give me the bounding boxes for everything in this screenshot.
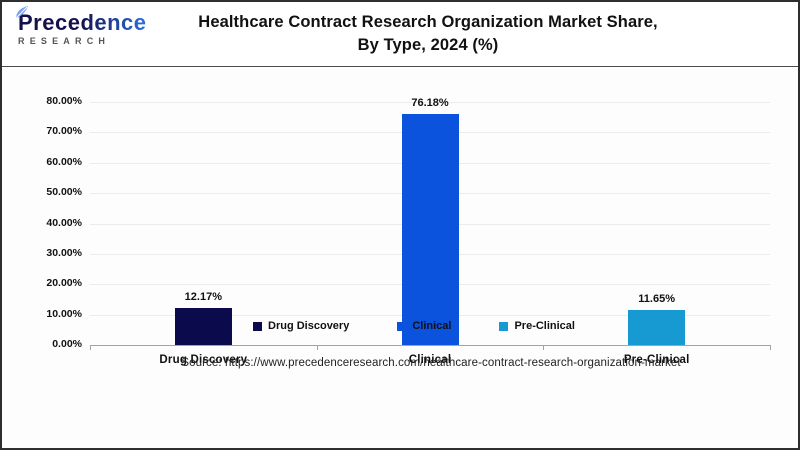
x-axis-tick [90, 346, 91, 350]
x-axis-label-pre-clinical: Pre-Clinical [623, 354, 690, 366]
y-axis-tick-label: 70.00% [46, 125, 82, 138]
x-axis-label-clinical: Clinical [408, 354, 452, 366]
legend-item-pre-clinical: Pre-Clinical [499, 320, 575, 332]
chart-title: Healthcare Contract Research Organizatio… [58, 11, 798, 58]
logo-brand-text: Precedence [18, 11, 168, 34]
bar-value-drug-discovery: 12.17% [184, 291, 222, 304]
bar-drug-discovery [174, 308, 232, 345]
legend-swatch-icon [397, 321, 407, 331]
chart-title-line2: By Type, 2024 (%) [357, 36, 499, 54]
x-axis-label-drug-discovery: Drug Discovery [159, 354, 248, 366]
legend-label: Drug Discovery [268, 320, 350, 332]
y-axis-tick-label: 20.00% [46, 277, 82, 290]
leaf-icon [15, 5, 29, 19]
x-axis-line [90, 345, 771, 346]
legend-swatch-icon [499, 321, 509, 331]
logo-subtitle-text: RESEARCH [18, 36, 111, 47]
gridline-80.00 [90, 102, 770, 103]
x-axis-tick [316, 346, 318, 350]
legend-label: Pre-Clinical [514, 320, 575, 332]
chart-legend: Drug Discovery Clinical Pre-Clinical [16, 320, 798, 332]
y-axis-tick-label: 80.00% [46, 95, 82, 107]
y-axis-tick-label: 30.00% [46, 246, 82, 259]
precedence-research-logo: Precedence RESEARCH [15, 5, 168, 47]
y-axis-tick-label: 0.00% [52, 338, 82, 350]
chart-title-line1: Healthcare Contract Research Organizatio… [198, 12, 658, 31]
y-axis-tick-label: 10.00% [46, 307, 82, 320]
bar-pre-clinical [628, 309, 686, 345]
legend-item-drug-discovery: Drug Discovery [253, 320, 349, 332]
y-axis-tick-label: 50.00% [46, 186, 82, 199]
legend-swatch-icon [253, 321, 263, 331]
legend-label: Clinical [412, 320, 452, 332]
legend-item-clinical: Clinical [397, 320, 451, 332]
bar-clinical [401, 113, 459, 345]
y-axis-tick-label: 40.00% [46, 216, 82, 229]
x-axis-tick [770, 346, 771, 350]
plot-area: 0.00% 10.00% 20.00% 30.00% 40.00% 50.00% 60.00… [2, 68, 798, 448]
y-axis-tick-label: 60.00% [46, 155, 82, 168]
figure-header: Precedence RESEARCH Healthcare Contract … [2, 2, 798, 67]
source-text: Source: https://www.precedenceresearch.c… [181, 357, 681, 369]
x-axis-tick [543, 346, 545, 350]
bar-value-clinical: 76.18% [411, 96, 449, 109]
bar-value-pre-clinical: 11.65% [638, 292, 675, 305]
